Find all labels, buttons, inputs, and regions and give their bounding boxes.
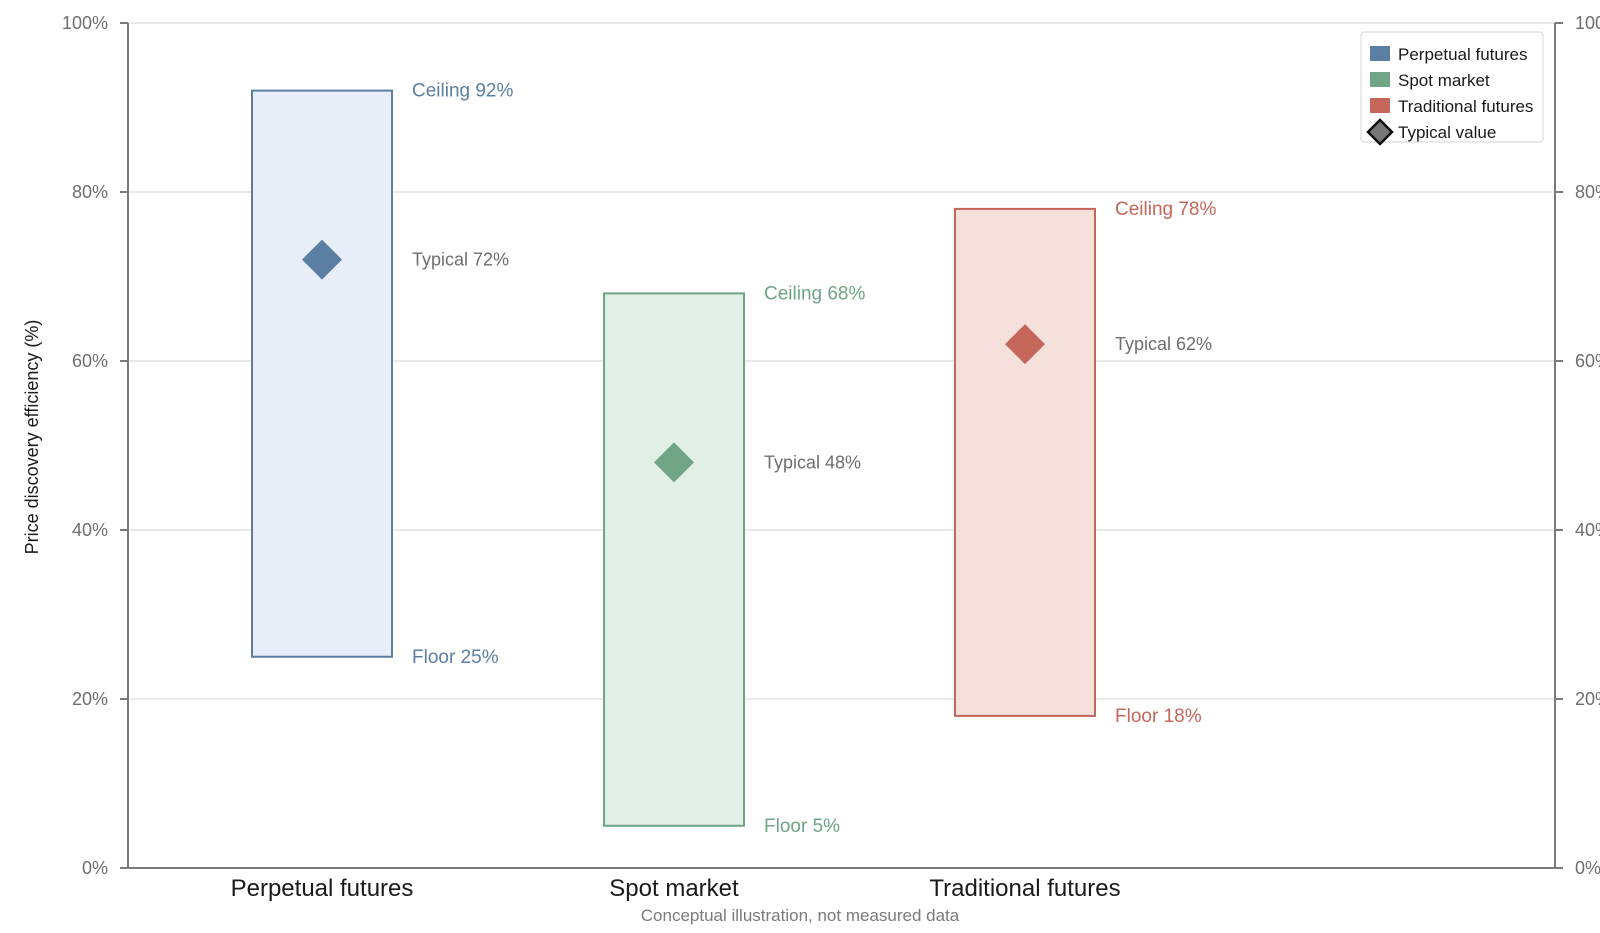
legend-diamond-icon (1366, 118, 1394, 146)
typical-diamond (1005, 324, 1045, 365)
legend-box (1360, 31, 1544, 143)
y-axis-title: Price discovery efficiency (%) (22, 320, 42, 555)
legend-label: Spot market (1398, 71, 1490, 90)
x-tick-label: Perpetual futures (231, 875, 414, 902)
footnote: Conceptual illustration, not measured da… (641, 906, 960, 925)
ceiling-label: Ceiling 78% (1115, 199, 1216, 220)
legend: Perpetual futures Spot market Traditional … (1360, 31, 1544, 146)
range-bar (954, 207, 1096, 717)
legend-label: Traditional futures (1398, 97, 1533, 116)
y-tick-label-left: 20% (72, 689, 108, 709)
y-tick-label-right: 0% (1575, 858, 1600, 878)
legend-label: Typical value (1398, 123, 1496, 142)
y-tick-label-right: 80% (1575, 182, 1600, 202)
y-tick-label-left: 80% (72, 182, 108, 202)
floor-label: Floor 18% (1115, 706, 1202, 727)
typical-label: Typical 72% (412, 250, 509, 270)
y-tick-label-left: 60% (72, 351, 108, 371)
y-tick-label-left: 40% (72, 520, 108, 540)
y-tick-label-right: 100% (1575, 13, 1600, 33)
axes: 0% 0% 20% 20% 40% 40% 60% 60% 80% 80% 100% 100% Perp… (62, 13, 1600, 902)
annotations: Ceiling 92% Typical 72% Floor 25% Ceiling 6… (412, 81, 1216, 837)
typical-diamond (302, 239, 342, 280)
x-tick-label: Spot market (609, 875, 739, 902)
floor-label: Floor 25% (412, 647, 499, 668)
y-tick-label-right: 20% (1575, 689, 1600, 709)
typical-label: Typical 48% (764, 452, 861, 472)
y-tick-label-right: 40% (1575, 520, 1600, 540)
legend-swatch (1370, 72, 1390, 87)
y-tick-label-left: 0% (82, 858, 108, 878)
range-bar (251, 89, 393, 658)
ceiling-label: Ceiling 68% (764, 283, 865, 304)
legend-label: Perpetual futures (1398, 45, 1527, 64)
y-tick-label-left: 100% (62, 13, 108, 33)
ceiling-label: Ceiling 92% (412, 81, 513, 102)
legend-swatch (1370, 46, 1390, 61)
x-tick-label: Traditional futures (929, 875, 1120, 902)
floor-label: Floor 5% (764, 816, 840, 837)
typical-label: Typical 62% (1115, 334, 1212, 354)
typical-diamond (654, 442, 694, 483)
legend-swatch (1370, 98, 1390, 113)
y-tick-label-right: 60% (1575, 351, 1600, 371)
range-bars (251, 89, 1096, 827)
range-bar (603, 292, 745, 827)
